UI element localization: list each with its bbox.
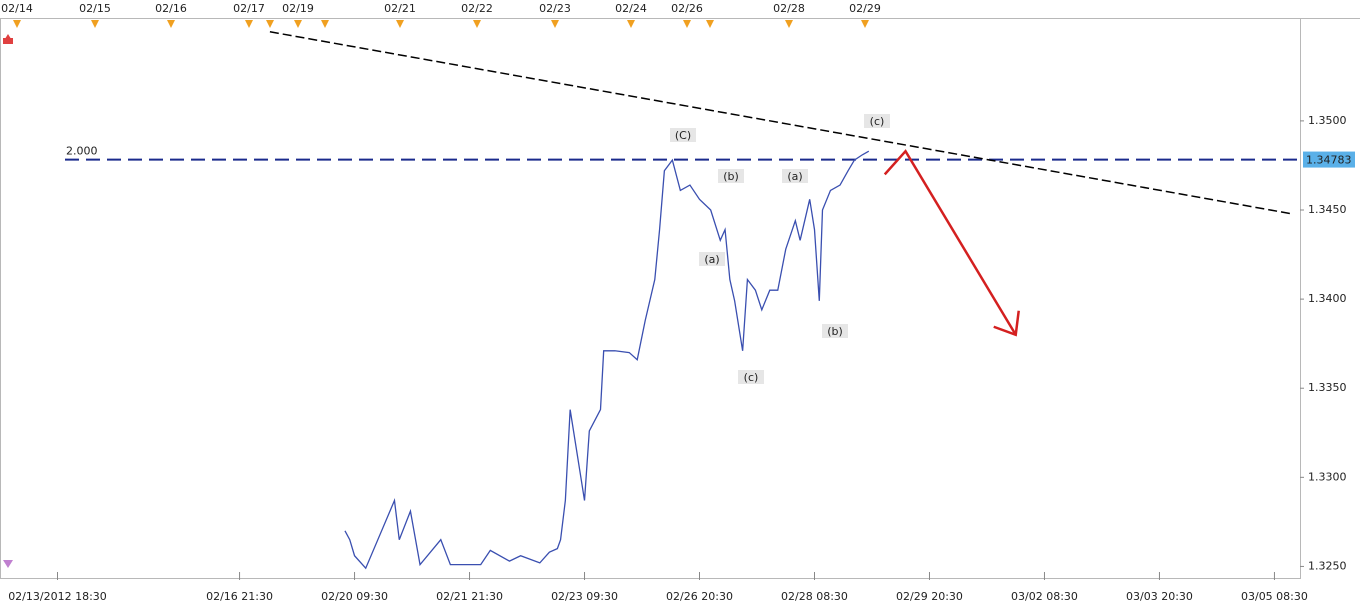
event-label: 02/16: [155, 2, 187, 15]
event-label: 02/15: [79, 2, 111, 15]
event-label: 02/24: [615, 2, 647, 15]
event-marker: [396, 20, 404, 28]
annotation-bg: [782, 169, 808, 183]
annotation-bg: [738, 370, 764, 384]
y-tick-label: 1.3300: [1308, 470, 1347, 483]
x-tick-label: 02/29 20:30: [896, 590, 963, 603]
x-tick-label: 03/05 08:30: [1241, 590, 1308, 603]
event-marker: [785, 20, 793, 28]
event-label: 02/17: [233, 2, 265, 15]
x-tick-label: 03/02 08:30: [1011, 590, 1078, 603]
x-tick-label: 03/03 20:30: [1126, 590, 1193, 603]
event-marker: [266, 20, 274, 28]
wave-label: (b): [723, 170, 739, 183]
annotation-bg: [718, 169, 744, 183]
bottom-flag: [3, 560, 13, 568]
x-tick-label: 02/21 21:30: [436, 590, 503, 603]
top-flag-base: [3, 38, 13, 44]
event-marker: [294, 20, 302, 28]
event-marker: [861, 20, 869, 28]
x-tick-label: 02/16 21:30: [206, 590, 273, 603]
wave-label: (C): [675, 129, 691, 142]
x-tick-label: 02/26 20:30: [666, 590, 733, 603]
event-marker: [91, 20, 99, 28]
x-tick-label: 02/23 09:30: [551, 590, 618, 603]
event-marker: [245, 20, 253, 28]
event-label: 02/26: [671, 2, 703, 15]
event-marker: [473, 20, 481, 28]
event-label: 02/29: [849, 2, 881, 15]
annotation-bg: [670, 128, 696, 142]
y-tick-label: 1.3500: [1308, 114, 1347, 127]
x-tick-label: 02/28 08:30: [781, 590, 848, 603]
wave-label: (b): [827, 325, 843, 338]
level-value: 1.34783: [1306, 154, 1352, 167]
event-marker: [321, 20, 329, 28]
event-marker: [551, 20, 559, 28]
event-label: 02/28: [773, 2, 805, 15]
event-label: 02/22: [461, 2, 493, 15]
event-label: 02/23: [539, 2, 571, 15]
event-marker: [683, 20, 691, 28]
annotation-bg: [822, 324, 848, 338]
wave-label: (c): [744, 371, 759, 384]
level-name: 2.000: [66, 145, 98, 158]
annotation-bg: [864, 114, 890, 128]
y-tick-label: 1.3250: [1308, 559, 1347, 572]
level-badge: [1303, 151, 1355, 168]
event-label: 02/19: [282, 2, 314, 15]
arrow-head: [993, 310, 1020, 337]
annotation-bg: [699, 252, 725, 266]
y-tick-label: 1.3400: [1308, 292, 1347, 305]
event-marker: [13, 20, 21, 28]
wave-label: (c): [870, 115, 885, 128]
price-line: [344, 150, 870, 570]
x-tick-label: 02/13/2012 18:30: [8, 590, 107, 603]
x-tick-label: 02/20 09:30: [321, 590, 388, 603]
trendline: [269, 31, 1291, 215]
wave-label: (a): [704, 253, 719, 266]
y-tick-label: 1.3450: [1308, 203, 1347, 216]
projection-arrow: [883, 149, 1017, 336]
event-marker: [627, 20, 635, 28]
event-label: 02/21: [384, 2, 416, 15]
wave-label: (a): [787, 170, 802, 183]
event-marker: [167, 20, 175, 28]
y-tick-label: 1.3350: [1308, 381, 1347, 394]
event-marker: [706, 20, 714, 28]
event-label: 02/14: [1, 2, 33, 15]
